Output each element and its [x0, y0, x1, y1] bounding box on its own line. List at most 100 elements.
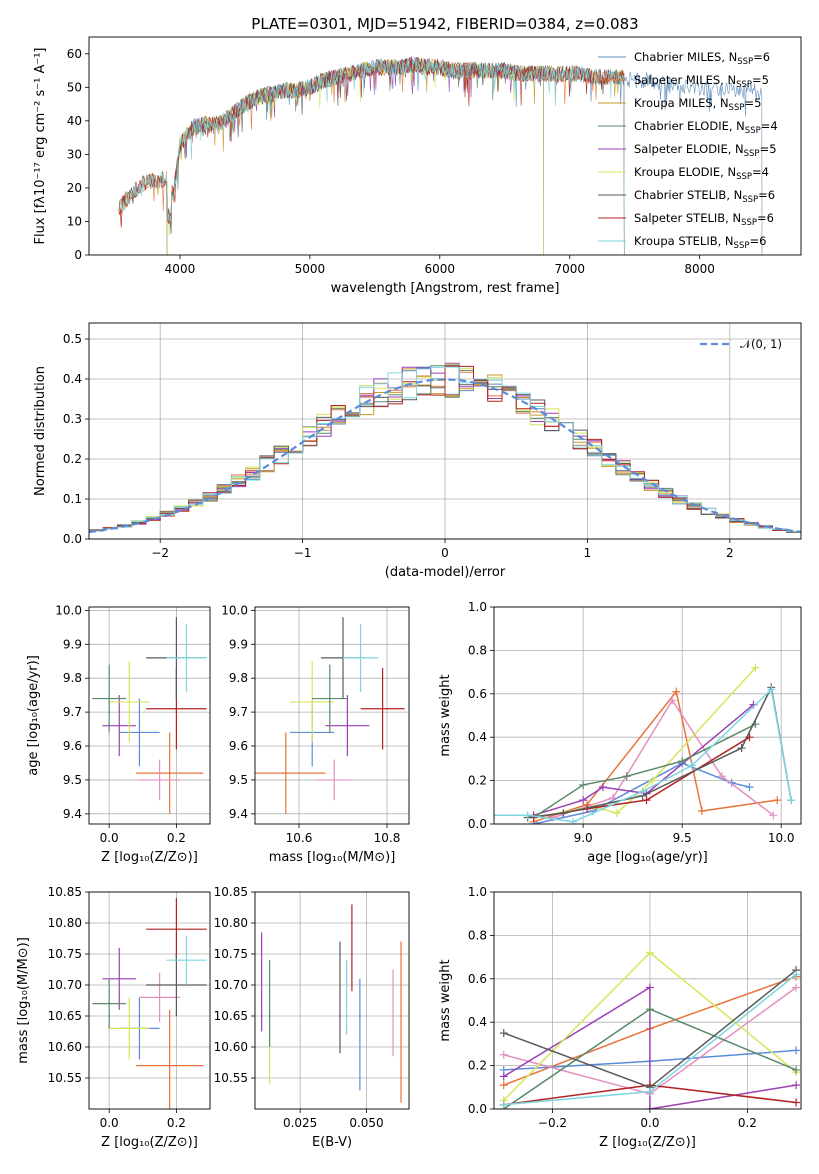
y-tick-label: 50	[67, 80, 82, 94]
data-point-marker	[494, 811, 498, 820]
data-point-marker	[787, 796, 796, 805]
data-point-marker	[608, 793, 617, 802]
residual-histogram-panel: −2 −1 0 1 2 0.0 0.1 0.2 0.3 0.4 0.5 (data-model)/er…	[33, 322, 802, 580]
data-point-marker	[569, 817, 578, 824]
y-tick-label: 10.60	[214, 1040, 248, 1054]
legend-name: Salpeter ELODIE, N	[634, 142, 744, 156]
legend-count: =4	[761, 119, 778, 133]
legend-count: =6	[757, 211, 774, 225]
y-tick-label: 30	[67, 147, 82, 161]
legend-entry: Chabrier ELODIE, NSSP=4	[634, 119, 778, 136]
normal-reference-curve	[89, 378, 801, 534]
data-point-marker	[648, 776, 657, 785]
x-tick-label: 0.2	[167, 1116, 186, 1130]
axes-frame	[88, 891, 211, 1110]
legend-subscript: SSP	[741, 218, 757, 228]
mass-weight-vs-metallicity-panel: −0.2 0.0 0.2 0.0 0.2 0.4 0.6 0.8 1.0 Z [log₁₀(Z/Z…	[438, 885, 802, 1150]
y-tick-label: 0.6	[468, 687, 487, 701]
x-tick-label: 6000	[425, 262, 456, 276]
data-point-marker	[678, 757, 687, 766]
data-point-marker	[769, 811, 778, 820]
data-point-marker	[717, 772, 726, 781]
y-tick-label: 0.4	[468, 730, 487, 744]
x-tick-label: 9.0	[574, 831, 593, 845]
data-point-marker	[727, 778, 736, 787]
data-point-marker	[792, 1065, 801, 1074]
x-axis-label: E(B-V)	[312, 1135, 352, 1150]
legend-entry: Kroupa MILES, NSSP=5	[634, 96, 761, 113]
axes-frame	[88, 322, 802, 540]
x-tick-label: −1	[294, 546, 312, 560]
legend-name: Kroupa STELIB, N	[634, 234, 734, 248]
age-vs-metallicity-panel: 0.0 0.2 9.4 9.5 9.6 9.7 9.8 9.9 10.0 Z [log₁₀(Z/Z…	[26, 603, 211, 865]
y-tick-label: 0.6	[468, 972, 487, 986]
y-tick-label: 10.65	[214, 1009, 248, 1023]
x-tick-label: 7000	[554, 262, 585, 276]
x-tick-label: 0.050	[349, 1116, 383, 1130]
legend-name: Salpeter MILES, N	[634, 73, 736, 87]
data-point-marker	[645, 1105, 654, 1109]
legend-name: Kroupa MILES, N	[634, 96, 729, 110]
plot-content	[494, 663, 796, 824]
legend-name: Chabrier MILES, N	[634, 50, 737, 64]
legend-count: =4	[752, 165, 769, 179]
data-point-marker	[792, 970, 801, 979]
y-tick-label: 0.4	[63, 372, 82, 386]
x-axis-label: mass [log₁₀(M/M⊙)]	[269, 850, 396, 865]
y-tick-label: 10.75	[48, 947, 82, 961]
data-point-marker	[598, 783, 607, 792]
y-tick-label: 0.8	[468, 643, 487, 657]
y-tick-label: 10.75	[214, 947, 248, 961]
legend-name: Kroupa ELODIE, N	[634, 165, 736, 179]
y-axis-label: mass [log₁₀(M/M⊙)]	[16, 937, 31, 1064]
data-point-marker	[645, 948, 654, 957]
plot-content	[255, 617, 405, 814]
y-tick-label: 9.7	[63, 705, 82, 719]
legend-entry: Kroupa ELODIE, NSSP=4	[634, 165, 769, 182]
y-tick-label: 9.4	[63, 807, 82, 821]
x-tick-label: 2	[726, 546, 734, 560]
data-point-marker	[638, 787, 647, 796]
axes-frame	[88, 36, 802, 256]
plot-content	[261, 904, 402, 1103]
x-tick-label: 10.0	[768, 831, 795, 845]
y-tick-label: 10.55	[214, 1071, 248, 1085]
data-point-marker	[668, 696, 677, 705]
axes-frame	[88, 606, 211, 825]
plot-content	[118, 56, 763, 255]
y-tick-label: 40	[67, 114, 82, 128]
data-point-marker	[792, 1098, 801, 1107]
legend-count: =6	[758, 188, 775, 202]
y-tick-label: 10.65	[48, 1009, 82, 1023]
legend-entry: Chabrier MILES, NSSP=6	[634, 50, 770, 67]
y-tick-label: 9.5	[63, 773, 82, 787]
legend-entry: 𝒩(0, 1)	[740, 337, 782, 351]
x-tick-label: 0	[441, 546, 449, 560]
data-point-marker	[737, 744, 746, 753]
x-tick-label: 5000	[295, 262, 326, 276]
y-tick-label: 9.9	[229, 637, 248, 651]
data-point-marker	[767, 685, 776, 694]
data-point-marker	[559, 809, 568, 818]
legend-count: =5	[752, 73, 769, 87]
x-axis-label: wavelength [Angstrom, rest frame]	[331, 281, 560, 296]
plot-content	[89, 362, 801, 534]
y-tick-label: 0	[74, 248, 82, 262]
x-tick-label: 0.2	[167, 831, 186, 845]
data-point-marker	[499, 1029, 508, 1038]
age-vs-mass-panel: 10.6 10.8 9.4 9.5 9.6 9.7 9.8 9.9 10.0 mass [log₁…	[221, 603, 410, 865]
y-tick-label: 0.3	[63, 412, 82, 426]
data-point-marker	[645, 1005, 654, 1014]
mass-weight-line	[503, 986, 797, 1109]
y-tick-label: 9.5	[229, 773, 248, 787]
legend-subscript: SSP	[737, 57, 753, 67]
legend-count: =5	[744, 96, 761, 110]
legend-subscript: SSP	[736, 172, 752, 182]
data-point-marker	[499, 1072, 508, 1081]
y-axis-label: Flux [fλ10⁻¹⁷ erg cm⁻² s⁻¹ A⁻¹]	[33, 48, 48, 245]
x-tick-label: −0.2	[538, 1116, 567, 1130]
x-axis-label: (data-model)/error	[385, 565, 506, 580]
legend-entry: Salpeter MILES, NSSP=5	[634, 73, 769, 90]
x-tick-label: 9.5	[673, 831, 692, 845]
axes-frame	[493, 606, 802, 825]
